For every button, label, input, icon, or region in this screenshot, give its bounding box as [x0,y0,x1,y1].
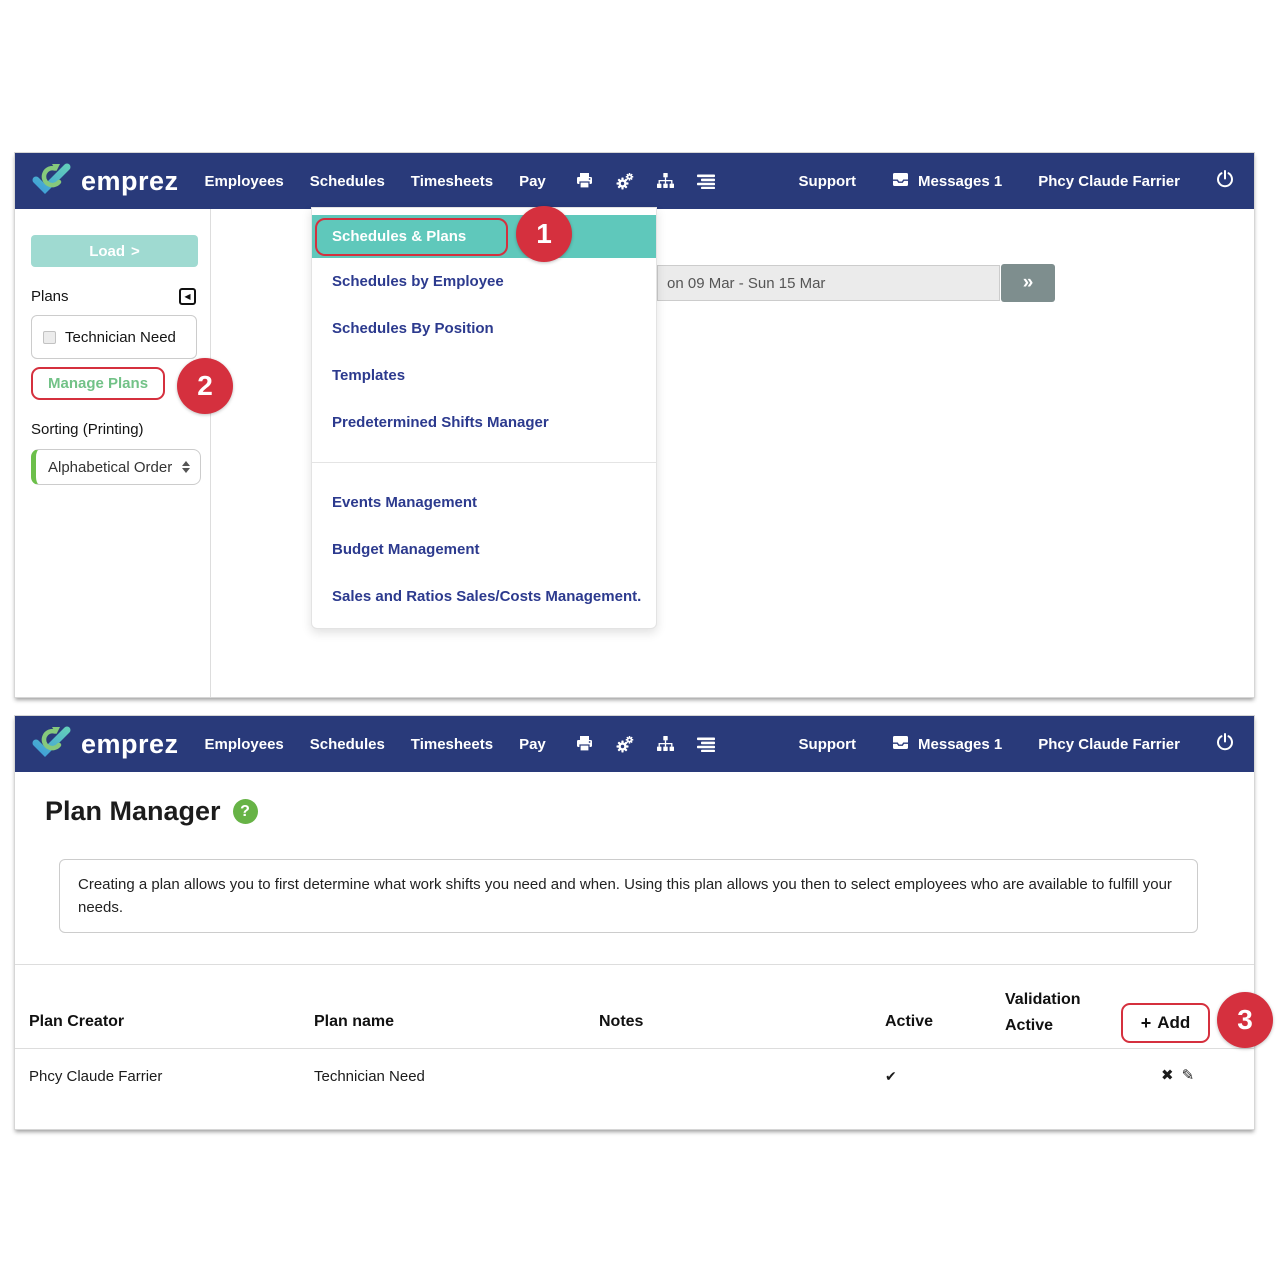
settings-cogs-icon[interactable] [616,735,634,753]
list-bars-icon[interactable] [696,737,715,752]
select-updown-icon [182,461,190,473]
menu-item-label: Schedules & Plans [332,228,467,245]
chevron-right-icon: > [131,242,140,260]
nav-support[interactable]: Support [798,172,857,190]
power-icon[interactable] [1216,732,1234,756]
inbox-icon [892,735,909,754]
load-button[interactable]: Load > [31,235,198,267]
top-navbar: emprez Employees Schedules Timesheets Pa… [15,716,1254,772]
sitemap-icon[interactable] [656,173,674,189]
header-plan-creator: Plan Creator [29,1013,125,1030]
plan-manager-description: Creating a plan allows you to first dete… [59,859,1198,933]
power-icon[interactable] [1216,169,1234,193]
page-title: Plan Manager [45,796,221,826]
annotation-step-3: 3 [1217,992,1273,1048]
manage-plans-button[interactable]: Manage Plans [31,367,166,400]
menu-item-sales-ratios[interactable]: Sales and Ratios Sales/Costs Management. [332,588,642,605]
row-plan-name: Technician Need [314,1068,425,1085]
plans-sidebar: Load > Plans ◀ Technician Need Manage Pl… [15,209,211,697]
plus-icon: + [1140,1012,1152,1033]
nav-schedules[interactable]: Schedules [309,172,385,190]
menu-item-templates[interactable]: Templates [332,367,406,384]
next-week-button[interactable]: » [1001,264,1055,302]
header-plan-name: Plan name [314,1013,395,1030]
nav-schedules[interactable]: Schedules [309,735,385,753]
edit-pencil-icon[interactable]: ✎ [1181,1067,1195,1084]
menu-divider [312,462,656,463]
table-top-divider [15,964,1254,965]
menu-item-budget-management[interactable]: Budget Management [332,541,480,558]
add-plan-button[interactable]: + Add [1121,1003,1210,1043]
nav-pay[interactable]: Pay [519,735,546,753]
header-validation-active: Validation Active [1005,991,1081,1034]
screenshot-schedules-menu: emprez Employees Schedules Timesheets Pa… [14,152,1255,698]
settings-cogs-icon[interactable] [616,172,634,190]
nav-pay[interactable]: Pay [519,172,546,190]
delete-icon[interactable]: ✖ [1161,1067,1174,1084]
nav-employees[interactable]: Employees [204,735,284,753]
menu-item-schedules-by-position[interactable]: Schedules By Position [332,320,494,337]
top-navbar: emprez Employees Schedules Timesheets Pa… [15,153,1254,209]
help-icon[interactable]: ? [232,799,258,824]
plan-item-label: Technician Need [65,328,176,346]
brand-logo[interactable]: emprez [31,724,179,765]
nav-user[interactable]: Phcy Claude Farrier [1038,172,1180,190]
nav-messages[interactable]: Messages 1 [892,735,1002,754]
schedules-dropdown-menu: Schedules & Plans Schedules by Employee … [311,207,657,629]
messages-label: Messages 1 [918,735,1003,753]
nav-timesheets[interactable]: Timesheets [410,172,494,190]
collapse-panel-icon[interactable]: ◀ [179,288,196,305]
nav-employees[interactable]: Employees [204,172,284,190]
header-notes: Notes [599,1013,644,1030]
inbox-icon [892,172,909,191]
week-range-input[interactable]: on 09 Mar - Sun 15 Mar [657,265,1000,301]
sorting-selected-value: Alphabetical Order [48,458,173,476]
plan-checkbox-item[interactable]: Technician Need [31,315,197,359]
checkbox-unchecked[interactable] [43,330,56,344]
sorting-label: Sorting (Printing) [31,421,144,438]
row-active-check-icon: ✔ [885,1068,897,1084]
menu-item-schedules-by-employee[interactable]: Schedules by Employee [332,273,504,290]
printer-icon[interactable] [576,173,593,189]
emprez-logo-icon [31,724,73,765]
annotation-step-2: 2 [177,358,233,414]
brand-name: emprez [81,165,179,196]
emprez-logo-icon [31,161,73,202]
brand-name: emprez [81,728,179,759]
nav-user[interactable]: Phcy Claude Farrier [1038,735,1180,753]
menu-item-predetermined-shifts[interactable]: Predetermined Shifts Manager [332,414,549,431]
row-plan-creator: Phcy Claude Farrier [29,1068,163,1085]
sitemap-icon[interactable] [656,736,674,752]
brand-logo[interactable]: emprez [31,161,179,202]
row-actions: ✖ ✎ [1161,1066,1194,1084]
add-label: Add [1157,1013,1191,1032]
week-range-value: on 09 Mar - Sun 15 Mar [667,274,826,292]
nav-support[interactable]: Support [798,735,857,753]
menu-item-events-management[interactable]: Events Management [332,494,478,511]
annotation-step-1: 1 [516,206,572,262]
list-bars-icon[interactable] [696,174,715,189]
menu-item-schedules-and-plans[interactable]: Schedules & Plans [312,215,656,258]
messages-label: Messages 1 [918,172,1003,190]
printer-icon[interactable] [576,736,593,752]
screenshot-plan-manager: emprez Employees Schedules Timesheets Pa… [14,715,1273,1130]
load-label: Load [89,242,126,260]
nav-messages[interactable]: Messages 1 [892,172,1002,191]
header-active: Active [885,1013,934,1030]
table-header-divider [15,1048,1254,1049]
plans-label: Plans [31,288,69,305]
sorting-select[interactable]: Alphabetical Order [31,449,201,485]
nav-timesheets[interactable]: Timesheets [410,735,494,753]
